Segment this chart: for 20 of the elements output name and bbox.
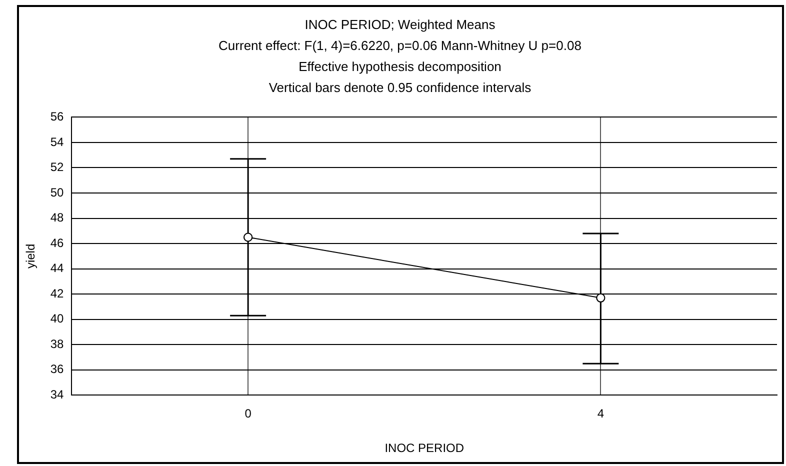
y-tick-label: 34	[50, 388, 64, 402]
y-tick-label: 52	[50, 160, 64, 174]
chart-subtitle: Current effect: F(1, 4)=6.6220, p=0.06 Mann-Whitney U p=0.08	[218, 37, 582, 55]
y-tick-label: 56	[50, 110, 64, 124]
y-tick-label: 38	[50, 336, 64, 351]
y-tick-label: 48	[50, 210, 64, 225]
x-tick-label: 0	[244, 406, 252, 421]
text: Effective hypothesis decomposition	[298, 58, 502, 76]
y-tick-label: 40	[50, 312, 64, 326]
y-tick-label: 54	[50, 134, 64, 149]
x-tick-label: 4	[597, 406, 604, 421]
y-tick-label: 36	[50, 362, 64, 376]
y-tick-label: 42	[50, 286, 64, 300]
chart-title: INOC PERIOD; Weighted Means	[304, 16, 496, 34]
text: Vertical bars denote 0.95 confidence intervals	[268, 79, 532, 97]
x-axis-title: INOC PERIOD	[384, 441, 464, 456]
y-tick-label: 50	[50, 185, 64, 200]
y-axis-title: yield	[24, 244, 38, 269]
y-tick-label: 44	[50, 261, 64, 276]
y-tick-label: 46	[50, 236, 64, 250]
